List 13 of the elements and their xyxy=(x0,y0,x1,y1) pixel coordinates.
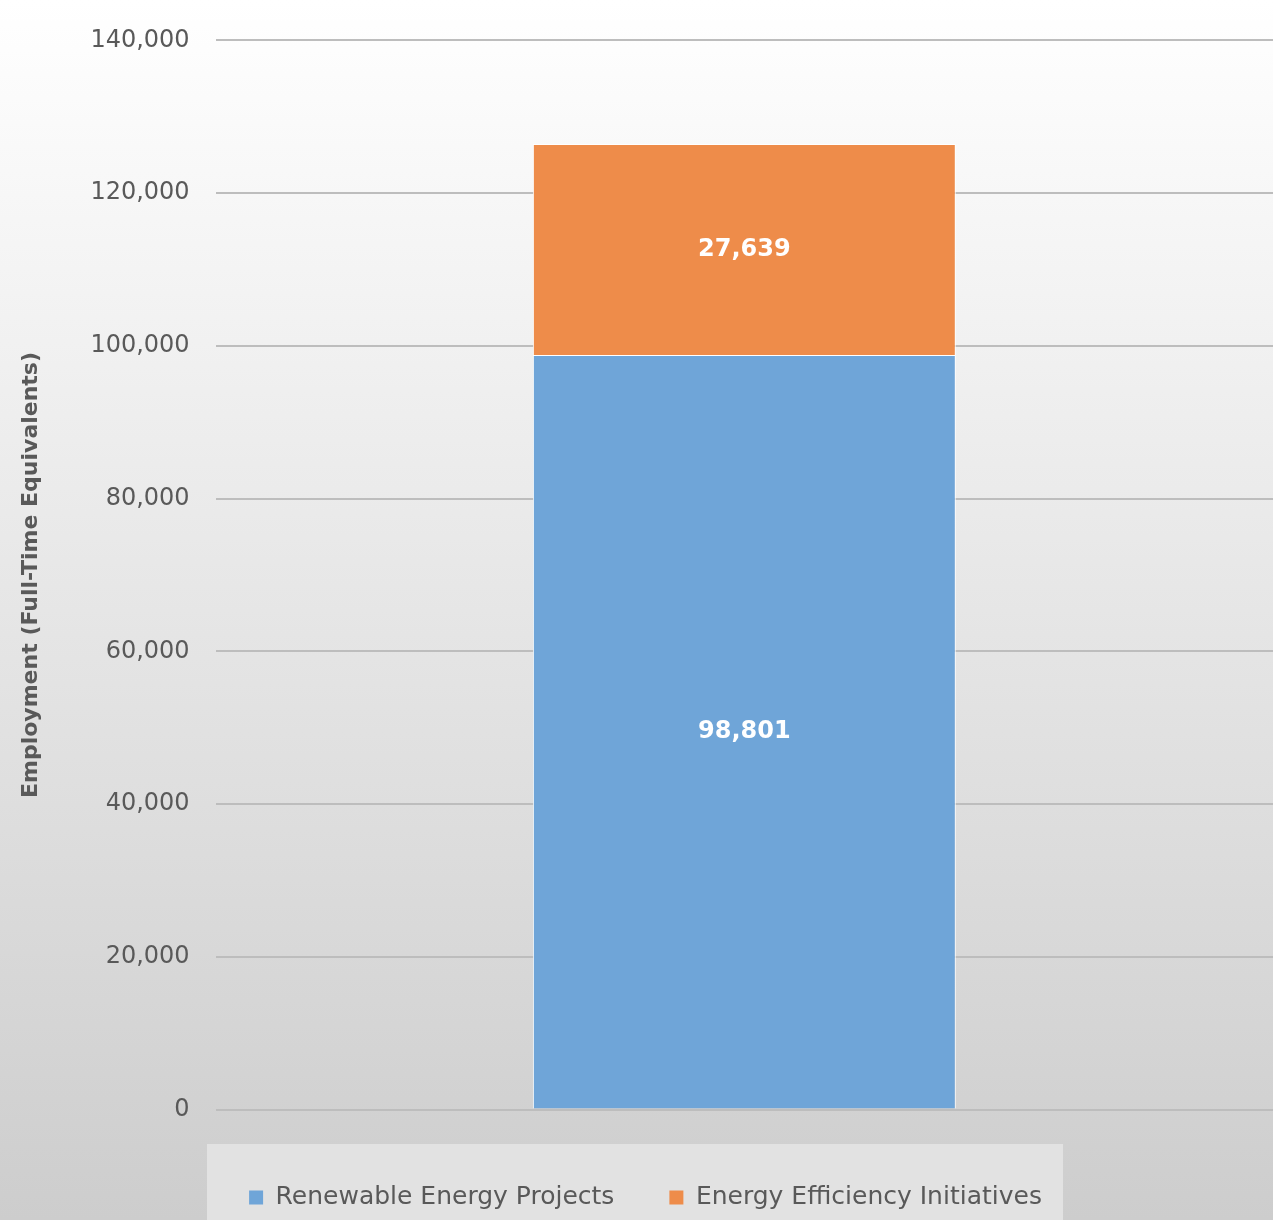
y-tick-label: 20,000 xyxy=(105,941,190,970)
y-tick-label: 100,000 xyxy=(90,330,190,359)
legend-label: Renewable Energy Projects xyxy=(275,1181,615,1210)
data-label: 98,801 xyxy=(698,716,791,745)
y-tick-label: 0 xyxy=(174,1093,190,1122)
data-label: 27,639 xyxy=(698,233,791,262)
legend-label: Energy Efficiency Initiatives xyxy=(695,1181,1042,1210)
y-tick-label: 140,000 xyxy=(90,24,190,53)
y-tick-label: 40,000 xyxy=(105,788,190,817)
y-tick-label: 80,000 xyxy=(105,482,190,511)
y-axis-title: Employment (Full-Time Equivalents) xyxy=(16,351,42,799)
y-tick-label: 60,000 xyxy=(105,635,190,664)
y-tick-label: 120,000 xyxy=(90,177,190,206)
